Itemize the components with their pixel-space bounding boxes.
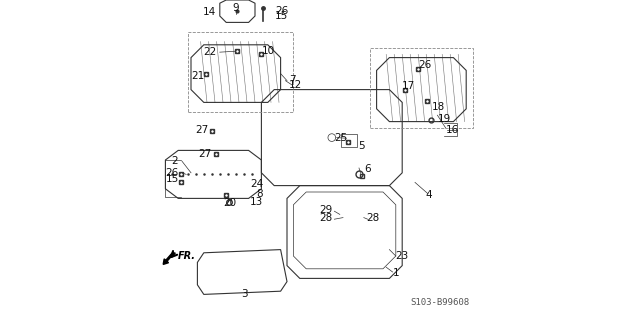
Text: 21: 21: [191, 71, 204, 81]
Text: 12: 12: [289, 80, 302, 90]
Text: 28: 28: [320, 213, 333, 223]
Text: 29: 29: [320, 204, 333, 215]
Text: 9: 9: [232, 3, 239, 13]
Text: 7: 7: [289, 75, 296, 85]
FancyArrow shape: [163, 252, 174, 264]
Text: 20: 20: [223, 198, 236, 208]
Text: 8: 8: [256, 189, 263, 199]
Text: 6: 6: [364, 164, 371, 174]
Text: 26: 26: [275, 6, 288, 16]
Text: 2: 2: [171, 156, 177, 166]
Bar: [341, 134, 357, 147]
Text: 26: 26: [166, 168, 179, 178]
Text: 26: 26: [418, 60, 431, 70]
Text: 28: 28: [366, 213, 380, 223]
Text: 10: 10: [262, 46, 274, 56]
Text: FR.: FR.: [178, 251, 197, 261]
Text: 14: 14: [203, 7, 216, 17]
Text: 27: 27: [195, 125, 209, 135]
Text: 1: 1: [392, 268, 399, 278]
Text: 24: 24: [249, 179, 263, 189]
Text: 22: 22: [204, 47, 216, 57]
Text: 15: 15: [275, 11, 288, 21]
Text: 5: 5: [359, 140, 365, 151]
Text: 17: 17: [402, 81, 415, 92]
Text: 19: 19: [438, 114, 450, 124]
Text: 25: 25: [334, 133, 348, 143]
Text: 4: 4: [426, 190, 432, 200]
Text: 18: 18: [432, 102, 445, 112]
Text: 15: 15: [166, 174, 179, 184]
Text: 13: 13: [249, 197, 263, 207]
Text: 27: 27: [198, 149, 212, 159]
Text: S103-B99608: S103-B99608: [410, 298, 470, 307]
Text: 3: 3: [241, 289, 248, 300]
Text: 16: 16: [446, 124, 459, 135]
Text: 23: 23: [395, 251, 408, 261]
